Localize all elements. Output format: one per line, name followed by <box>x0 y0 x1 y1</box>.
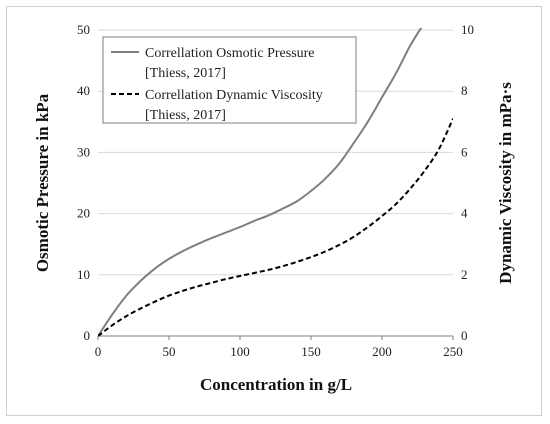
y-left-tick-label: 0 <box>84 328 91 343</box>
legend-label-viscosity-source: [Thiess, 2017] <box>145 108 226 123</box>
series-lines <box>98 28 453 337</box>
x-tick-label: 100 <box>230 344 250 359</box>
dynamic-viscosity-line <box>98 118 453 337</box>
grid-lines <box>98 29 453 276</box>
legend-label-osmotic: Correllation Osmotic Pressure <box>145 46 315 61</box>
y-right-tick-label: 4 <box>461 206 468 221</box>
x-tick-label: 250 <box>443 344 463 359</box>
y-left-tick-label: 30 <box>77 144 90 159</box>
y-axis-title-right: Dynamic Viscosity in mPa·s <box>496 82 515 284</box>
axes <box>97 335 454 340</box>
y-left-tick-label: 10 <box>77 267 90 282</box>
osmotic-pressure-line <box>98 28 423 337</box>
legend-label-osmotic-source: [Thiess, 2017] <box>145 66 226 81</box>
x-tick-label: 150 <box>301 344 321 359</box>
x-tick-label: 200 <box>372 344 392 359</box>
y-right-tick-label: 8 <box>461 83 468 98</box>
x-tick-label: 50 <box>163 344 176 359</box>
y-left-tick-label: 20 <box>77 206 90 221</box>
legend: Correllation Osmotic Pressure [Thiess, 2… <box>102 36 357 124</box>
y-axis-title-left: Osmotic Pressure in kPa <box>33 93 52 272</box>
x-axis-title: Concentration in g/L <box>200 375 352 394</box>
y-left-tick-label: 50 <box>77 22 90 37</box>
y-left-tick-label: 40 <box>77 83 90 98</box>
legend-label-viscosity: Correllation Dynamic Viscosity <box>145 88 323 103</box>
y-right-tick-label: 0 <box>461 328 468 343</box>
y-right-tick-label: 10 <box>461 22 474 37</box>
x-tick-label: 0 <box>95 344 102 359</box>
y-right-tick-label: 6 <box>461 144 468 159</box>
legend-box <box>102 36 357 124</box>
y-right-tick-label: 2 <box>461 267 468 282</box>
